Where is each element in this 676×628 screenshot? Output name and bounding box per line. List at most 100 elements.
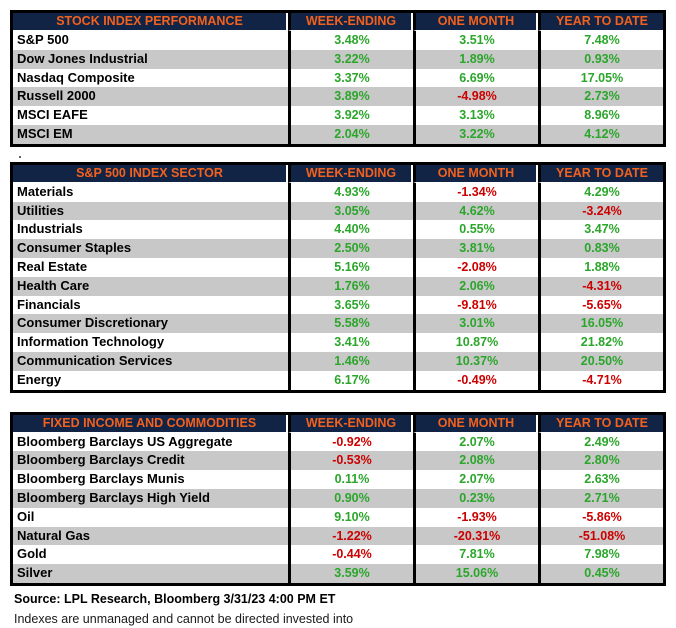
row-label: MSCI EAFE [13,106,288,125]
stock-index-performance-table: STOCK INDEX PERFORMANCE WEEK-ENDING ONE MO… [10,10,666,147]
value-cell: 2.63% [538,470,663,489]
table-row: MSCI EM 2.04% 3.22% 4.12% [13,124,663,144]
value-cell: 17.05% [538,68,663,88]
value-cell: 2.80% [538,451,663,471]
row-label: Consumer Discretionary [13,314,288,334]
value-cell: -1.22% [288,526,413,546]
value-cell: 15.06% [413,564,538,583]
value-cell: -51.08% [538,526,663,546]
column-header: YEAR TO DATE [538,164,663,183]
value-cell: 4.40% [288,220,413,240]
table-row: Materials 4.93% -1.34% 4.29% [13,182,663,202]
table-row: Nasdaq Composite 3.37% 6.69% 17.05% [13,68,663,88]
value-cell: 20.50% [538,351,663,371]
value-cell: 2.73% [538,87,663,107]
row-label: Bloomberg Barclays High Yield [13,488,288,508]
value-cell: -9.81% [413,295,538,315]
value-cell: 6.69% [413,68,538,88]
table-row: Utilities 3.05% 4.62% -3.24% [13,201,663,221]
value-cell: 7.48% [538,31,663,50]
value-cell: 3.89% [288,87,413,107]
value-cell: 3.47% [538,220,663,240]
table-row: Real Estate 5.16% -2.08% 1.88% [13,257,663,277]
value-cell: -5.86% [538,507,663,527]
value-cell: 5.58% [288,314,413,334]
value-cell: 6.17% [288,370,413,390]
table-title: STOCK INDEX PERFORMANCE [13,13,288,31]
table-header-row: FIXED INCOME AND COMMODITIES WEEK-ENDING O… [13,414,663,433]
value-cell: -0.44% [288,545,413,565]
value-cell: 0.83% [538,239,663,258]
value-cell: 1.46% [288,351,413,371]
table-row: Gold -0.44% 7.81% 7.98% [13,545,663,565]
value-cell: 1.88% [538,257,663,277]
column-header: ONE MONTH [413,414,538,433]
row-label: Silver [13,564,288,583]
value-cell: 10.37% [413,351,538,371]
table-row: Oil 9.10% -1.93% -5.86% [13,507,663,527]
value-cell: 16.05% [538,314,663,334]
value-cell: 5.16% [288,257,413,277]
row-label: Dow Jones Industrial [13,49,288,69]
row-label: S&P 500 [13,31,288,50]
value-cell: 1.76% [288,276,413,296]
value-cell: 3.05% [288,201,413,221]
table-row: Silver 3.59% 15.06% 0.45% [13,564,663,583]
disclaimer-note: Indexes are unmanaged and cannot be dire… [14,611,354,626]
value-cell: 3.59% [288,564,413,583]
value-cell: 21.82% [538,333,663,352]
value-cell: 0.93% [538,49,663,69]
value-cell: 2.49% [538,432,663,452]
row-label: Consumer Staples [13,239,288,258]
row-label: Bloomberg Barclays US Aggregate [13,432,288,452]
table-row: Health Care 1.76% 2.06% -4.31% [13,276,663,296]
row-label: Oil [13,507,288,527]
value-cell: 4.29% [538,182,663,202]
value-cell: 2.50% [288,239,413,258]
value-cell: 7.98% [538,545,663,565]
fixed-income-commodities-table: FIXED INCOME AND COMMODITIES WEEK-ENDING O… [10,411,666,586]
table-title: FIXED INCOME AND COMMODITIES [13,414,288,433]
table-row: Russell 2000 3.89% -4.98% 2.73% [13,87,663,107]
value-cell: 0.11% [288,470,413,489]
footer: Source: LPL Research, Bloomberg 3/31/23 … [10,592,666,626]
table-title: S&P 500 INDEX SECTOR [13,164,288,183]
value-cell: 10.87% [413,333,538,352]
column-header: WEEK-ENDING [288,13,413,31]
value-cell: -4.98% [413,87,538,107]
value-cell: 3.01% [413,314,538,334]
row-label: Communication Services [13,351,288,371]
row-label: Utilities [13,201,288,221]
table-row: Information Technology 3.41% 10.87% 21.82% [13,333,663,352]
table-row: Bloomberg Barclays US Aggregate -0.92% 2.0… [13,432,663,452]
value-cell: 0.45% [538,564,663,583]
value-cell: -0.49% [413,370,538,390]
sp500-index-sector-table: S&P 500 INDEX SECTOR WEEK-ENDING ONE MONTH… [10,161,666,393]
value-cell: 4.62% [413,201,538,221]
value-cell: 3.65% [288,295,413,315]
table-row: Bloomberg Barclays Munis 0.11% 2.07% 2.63% [13,470,663,489]
value-cell: 2.06% [413,276,538,296]
value-cell: 3.13% [413,106,538,125]
value-cell: 2.04% [288,124,413,144]
table-row: Bloomberg Barclays Credit -0.53% 2.08% 2.80… [13,451,663,471]
value-cell: -0.92% [288,432,413,452]
row-label: Russell 2000 [13,87,288,107]
value-cell: 2.08% [413,451,538,471]
value-cell: 1.89% [413,49,538,69]
row-label: Industrials [13,220,288,240]
value-cell: 3.22% [288,49,413,69]
table-header-row: S&P 500 INDEX SECTOR WEEK-ENDING ONE MONTH… [13,164,663,183]
value-cell: -20.31% [413,526,538,546]
value-cell: -2.08% [413,257,538,277]
value-cell: 8.96% [538,106,663,125]
value-cell: 3.48% [288,31,413,50]
row-label: Bloomberg Barclays Credit [13,451,288,471]
table-row: Natural Gas -1.22% -20.31% -51.08% [13,526,663,546]
value-cell: 9.10% [288,507,413,527]
value-cell: 7.81% [413,545,538,565]
stray-mark [19,156,21,158]
row-label: Gold [13,545,288,565]
column-header: YEAR TO DATE [538,13,663,31]
